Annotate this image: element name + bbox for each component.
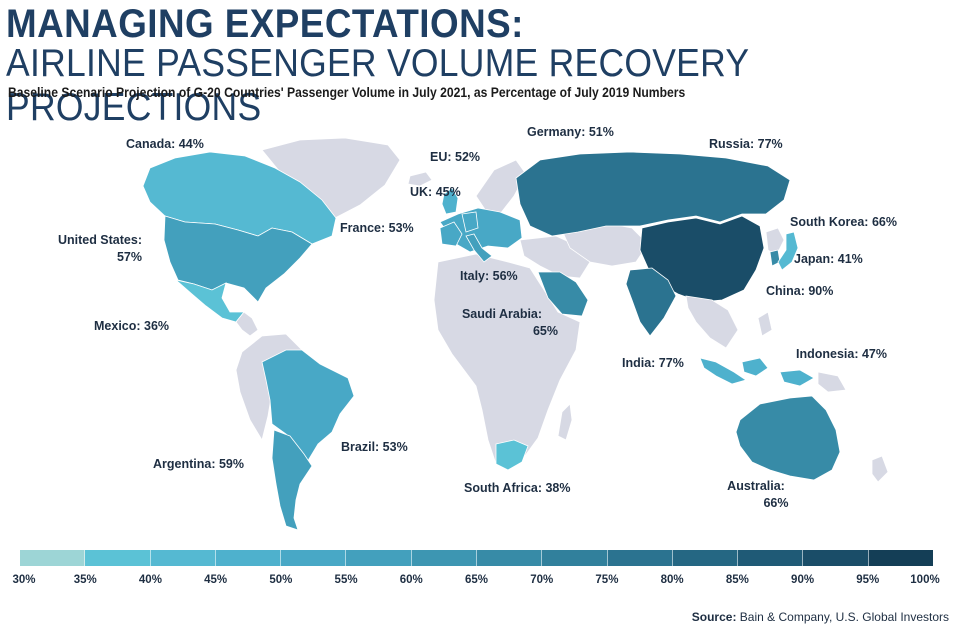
legend-swatch (20, 550, 86, 566)
region-southeast-asia (685, 295, 739, 349)
label-brazil: Brazil: 53% (341, 440, 408, 454)
label-mexico: Mexico: 36% (94, 319, 170, 333)
legend-swatch (150, 550, 216, 566)
legend-tick-label: 95% (856, 574, 880, 586)
label-united-states: United States: 57% (38, 232, 142, 266)
source-label: Source: (691, 610, 737, 624)
country-australia (735, 395, 841, 481)
title-line-1: MANAGING EXPECTATIONS: (6, 2, 524, 46)
label-australia-name: Australia: (727, 479, 785, 493)
legend-swatch (542, 550, 608, 566)
region-east-asia-other (765, 227, 785, 257)
country-argentina (271, 429, 313, 531)
label-italy: Italy: 56% (460, 269, 518, 283)
region-madagascar (557, 403, 573, 441)
legend-tick-label: 65% (464, 574, 489, 586)
legend-swatch (215, 550, 282, 566)
label-saudi-arabia: Saudi Arabia: 65% (446, 306, 558, 340)
label-australia-value: 66% (763, 496, 789, 510)
legend-swatch (607, 550, 673, 566)
legend-swatch (346, 550, 412, 566)
legend-tick-label: 60% (399, 574, 423, 586)
world-map (142, 137, 889, 531)
legend-tick-label: 45% (204, 574, 228, 586)
legend-tick-label: 50% (269, 574, 293, 586)
subtitle: Baseline Scenario Projection of G-20 Cou… (8, 85, 686, 100)
country-saudi-arabia (537, 271, 589, 317)
country-mexico (175, 279, 245, 323)
legend-swatch (411, 550, 477, 566)
label-russia: Russia: 77% (709, 137, 783, 151)
country-indonesia (699, 357, 815, 387)
country-eu (439, 207, 523, 253)
country-france (439, 221, 463, 247)
label-saudi-arabia-value: 65% (532, 324, 558, 338)
label-china: China: 90% (766, 284, 834, 298)
source-text: Bain & Company, U.S. Global Investors (739, 610, 949, 624)
legend-swatch (868, 550, 933, 566)
legend-tick-label: 75% (595, 574, 619, 586)
legend-tick-label: 30% (12, 574, 36, 586)
legend-tick-label: 85% (725, 574, 749, 586)
region-africa (433, 253, 581, 471)
country-uk (441, 187, 459, 215)
label-australia: Australia: 66% (706, 478, 806, 512)
label-argentina: Argentina: 59% (153, 457, 244, 471)
label-united-states-name: United States: (57, 233, 142, 247)
legend-swatch (738, 550, 804, 566)
legend-tick-label: 90% (791, 574, 815, 586)
label-south-korea: South Korea: 66% (790, 215, 897, 229)
country-germany (461, 211, 479, 233)
legend-tick-label: 55% (334, 574, 358, 586)
label-south-africa: South Africa: 38% (464, 481, 571, 495)
label-japan: Japan: 41% (794, 252, 863, 266)
label-india: India: 77% (622, 356, 684, 370)
region-new-zealand (871, 455, 889, 483)
country-italy (465, 233, 493, 263)
title-line-2: AIRLINE PASSENGER VOLUME RECOVERY PROJEC… (6, 42, 749, 129)
region-central-america (235, 311, 259, 337)
region-papua (757, 311, 847, 393)
country-brazil (261, 349, 355, 465)
legend-swatch (281, 550, 347, 566)
label-united-states-value: 57% (116, 250, 142, 264)
source-note: Source: Bain & Company, U.S. Global Inve… (692, 610, 949, 624)
label-uk: UK: 45% (410, 185, 461, 199)
legend-swatch (476, 550, 543, 566)
label-france: France: 53% (340, 221, 414, 235)
region-iceland (407, 171, 433, 187)
label-eu: EU: 52% (430, 150, 481, 164)
label-germany: Germany: 51% (527, 125, 614, 139)
country-japan (777, 231, 799, 271)
label-canada: Canada: 44% (126, 137, 204, 151)
legend-swatch (85, 550, 151, 566)
country-russia (515, 151, 791, 237)
legend-swatch (672, 550, 739, 566)
legend-tick-label: 100% (910, 574, 940, 586)
legend-tick-label: 40% (138, 574, 162, 586)
legend-color-scale (20, 550, 933, 566)
label-saudi-arabia-name: Saudi Arabia: (461, 307, 543, 321)
label-indonesia: Indonesia: 47% (796, 347, 887, 361)
legend-tick-label: 80% (660, 574, 684, 586)
country-south-africa (495, 439, 529, 471)
legend-tick-label: 70% (530, 574, 554, 586)
legend-tick-label: 35% (73, 574, 97, 586)
legend-swatch (803, 550, 869, 566)
country-india (625, 267, 677, 337)
